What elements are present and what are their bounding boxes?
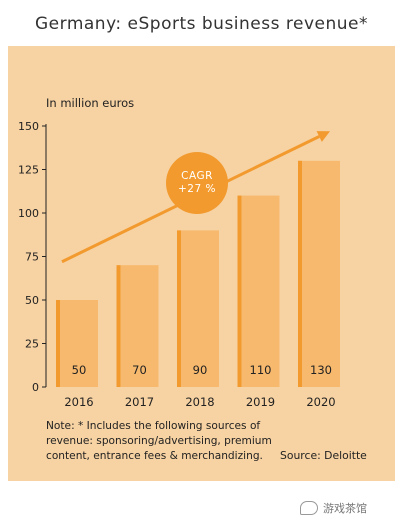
x-tick-label: 2017 [125, 395, 154, 409]
bar-data-label: 70 [132, 363, 147, 377]
cagr-value: +27 % [178, 183, 216, 195]
bar-accent [177, 230, 181, 387]
bar-accent [116, 265, 121, 387]
source-label: Source: Deloitte [280, 449, 367, 462]
chart-title: Germany: eSports business revenue* [35, 14, 368, 34]
cagr-badge: CAGR +27 % [166, 152, 228, 214]
x-tick-label: 2018 [185, 395, 214, 409]
bar [56, 300, 98, 387]
y-tick-label: 100 [18, 207, 39, 220]
bar-data-label: 90 [193, 363, 208, 377]
footnote: Note: * Includes the following sources o… [46, 420, 272, 462]
cagr-label: CAGR [181, 170, 213, 182]
bar-data-label: 130 [310, 363, 332, 377]
trend-arrow-head [316, 131, 330, 142]
watermark: 游戏茶馆 [300, 500, 367, 516]
bar [116, 265, 159, 387]
bar-accent [56, 300, 60, 387]
y-tick-label: 0 [32, 381, 39, 394]
y-tick-label: 125 [18, 164, 39, 177]
y-tick-label: 75 [25, 251, 39, 264]
bar-data-label: 50 [72, 363, 87, 377]
bar [237, 195, 280, 387]
y-tick-label: 150 [18, 120, 39, 133]
y-tick-label: 50 [25, 294, 39, 307]
bar [177, 230, 219, 387]
bar [298, 160, 340, 387]
y-axis-unit-label: In million euros [46, 96, 135, 110]
bar-accent [237, 195, 242, 387]
x-tick-label: 2019 [246, 395, 275, 409]
watermark-text: 游戏茶馆 [323, 502, 367, 515]
y-tick-label: 25 [25, 338, 39, 351]
x-tick-label: 2016 [64, 395, 93, 409]
x-tick-label: 2020 [306, 395, 335, 409]
bar-data-label: 110 [250, 363, 272, 377]
bar-accent [298, 160, 302, 387]
wechat-icon [300, 501, 318, 515]
